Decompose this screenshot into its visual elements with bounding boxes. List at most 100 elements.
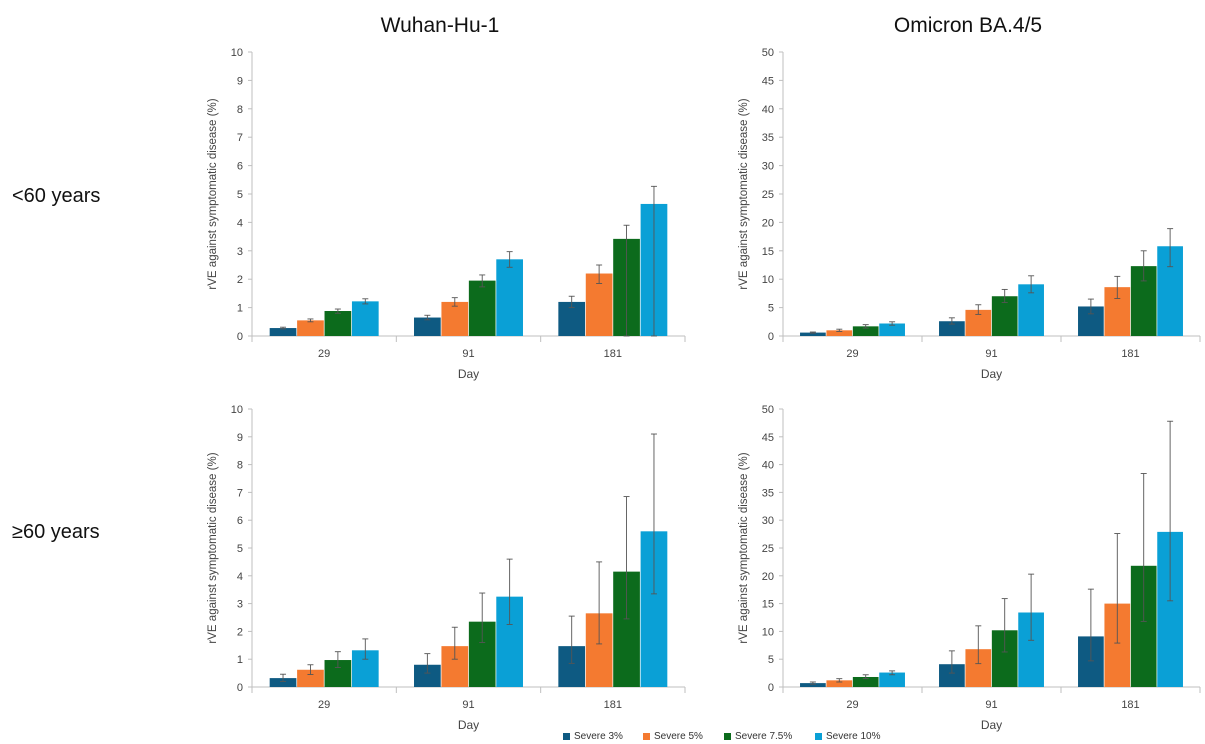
legend-item-severe-5: Severe 5%	[643, 731, 703, 742]
chart-2-y-axis-title: rVE against symptomatic disease (%)	[738, 98, 750, 289]
legend-swatch-severe-5	[643, 733, 650, 740]
chart-4-y-tick-label-10: 50	[762, 404, 774, 416]
chart-2-x-tick-label-2: 181	[1121, 348, 1139, 360]
legend-swatch-severe-3	[563, 733, 570, 740]
chart-3-y-tick-label-3: 3	[237, 599, 243, 611]
chart-3-x-tick-label-2: 181	[604, 699, 622, 711]
chart-1-bar-1-0	[414, 317, 441, 336]
column-title-wuhan: Wuhan-Hu-1	[380, 14, 500, 37]
chart-2-bar-1-0	[939, 321, 965, 336]
chart-2-bar-0-1	[826, 330, 853, 336]
chart-3-y-tick-label-2: 2	[237, 626, 243, 638]
chart-1-bar-0-1	[297, 320, 324, 336]
chart-4-y-tick-label-3: 15	[762, 599, 774, 611]
chart-2-y-tick-label-1: 5	[768, 303, 774, 315]
legend-item-severe-3: Severe 3%	[563, 731, 623, 742]
chart-2-y-tick-label-2: 10	[762, 274, 774, 286]
chart-3-x-tick-label-0: 29	[318, 699, 330, 711]
chart-2-bar-0-0	[800, 332, 826, 336]
chart-1-y-tick-label-0: 0	[237, 331, 243, 343]
chart-2-y-tick-label-5: 25	[762, 189, 774, 201]
chart-3-bar-0-1	[297, 669, 324, 687]
chart-4-y-axis-title: rVE against symptomatic disease (%)	[738, 452, 750, 643]
chart-4-y-tick-label-8: 40	[762, 460, 774, 472]
chart-4-y-tick-label-0: 0	[768, 682, 774, 694]
chart-1-bar-1-3	[496, 259, 523, 336]
chart-4-bar-0-0	[800, 683, 826, 687]
legend-item-severe-7-5: Severe 7.5%	[724, 731, 792, 742]
chart-3-y-tick-label-8: 8	[237, 460, 243, 472]
chart-4-bar-0-3	[879, 672, 905, 687]
legend-label-severe-7-5: Severe 7.5%	[735, 731, 793, 742]
chart-3-bar-1-0	[414, 664, 441, 687]
column-title-omicron: Omicron BA.4/5	[893, 14, 1043, 37]
chart-1-x-tick-label-0: 29	[318, 348, 330, 360]
chart-4-bar-1-0	[939, 664, 965, 687]
chart-2-y-tick-label-0: 0	[768, 331, 774, 343]
legend-label-severe-5: Severe 5%	[654, 731, 703, 742]
chart-1-bar-2-1	[585, 273, 613, 336]
chart-1-y-tick-label-1: 1	[237, 303, 243, 315]
chart-4-x-tick-label-2: 181	[1121, 699, 1139, 711]
chart-4-y-tick-label-5: 25	[762, 543, 774, 555]
chart-1-y-tick-label-2: 2	[237, 274, 243, 286]
chart-1-bar-0-2	[324, 311, 352, 336]
chart-1-x-axis-title: Day	[458, 367, 479, 381]
chart-3-y-tick-label-7: 7	[237, 487, 243, 499]
chart-2-x-axis-title: Day	[981, 367, 1002, 381]
chart-3-y-tick-label-1: 1	[237, 654, 243, 666]
chart-1-bar-1-1	[441, 301, 469, 336]
chart-2-y-tick-label-7: 35	[762, 132, 774, 144]
legend-swatch-severe-10	[815, 733, 822, 740]
chart-4-x-axis-title: Day	[981, 718, 1002, 732]
chart-3-y-tick-label-10: 10	[231, 404, 243, 416]
chart-3-y-axis-title: rVE against symptomatic disease (%)	[207, 452, 219, 643]
chart-3-y-tick-label-5: 5	[237, 543, 243, 555]
chart-1-y-tick-label-9: 9	[237, 75, 243, 87]
chart-2-bar-0-2	[852, 326, 879, 336]
chart-4-bar-0-2	[852, 676, 879, 687]
chart-3-bar-0-0	[269, 678, 297, 687]
chart-1-y-tick-label-10: 10	[231, 47, 243, 59]
chart-2-y-tick-label-3: 15	[762, 246, 774, 258]
chart-3-y-tick-label-9: 9	[237, 432, 243, 444]
legend-label-severe-10: Severe 10%	[826, 731, 881, 742]
chart-2-y-tick-label-9: 45	[762, 75, 774, 87]
chart-1-y-tick-label-3: 3	[237, 246, 243, 258]
chart-4-x-tick-label-0: 29	[846, 699, 858, 711]
legend-label-severe-3: Severe 3%	[574, 731, 623, 742]
chart-1-bar-1-2	[468, 280, 496, 336]
chart-1-y-axis-title: rVE against symptomatic disease (%)	[207, 98, 219, 289]
chart-3-x-tick-label-1: 91	[462, 699, 474, 711]
chart-2-x-tick-label-1: 91	[985, 348, 997, 360]
chart-2-y-tick-label-8: 40	[762, 104, 774, 116]
chart-1-y-tick-label-8: 8	[237, 104, 243, 116]
chart-1-y-tick-label-4: 4	[237, 217, 243, 229]
row-label-60-plus: ≥60 years	[12, 521, 100, 543]
chart-1-x-tick-label-2: 181	[604, 348, 622, 360]
chart-1-y-tick-label-7: 7	[237, 132, 243, 144]
chart-1-y-tick-label-6: 6	[237, 161, 243, 173]
chart-1-bar-0-3	[351, 301, 379, 336]
chart-4-bar-0-1	[826, 680, 853, 687]
chart-2-y-tick-label-10: 50	[762, 47, 774, 59]
chart-4-x-tick-label-1: 91	[985, 699, 997, 711]
chart-3-y-tick-label-6: 6	[237, 515, 243, 527]
chart-3-y-tick-label-0: 0	[237, 682, 243, 694]
chart-4-y-tick-label-7: 35	[762, 487, 774, 499]
chart-1-y-tick-label-5: 5	[237, 189, 243, 201]
chart-2-y-tick-label-6: 30	[762, 161, 774, 173]
row-label-under-60: <60 years	[12, 185, 101, 207]
chart-4-y-tick-label-4: 20	[762, 571, 774, 583]
chart-4-y-tick-label-1: 5	[768, 654, 774, 666]
chart-4-y-tick-label-2: 10	[762, 626, 774, 638]
chart-4-y-tick-label-9: 45	[762, 432, 774, 444]
chart-2-y-tick-label-4: 20	[762, 217, 774, 229]
chart-1-bar-0-0	[269, 328, 297, 336]
chart-1-x-tick-label-1: 91	[462, 348, 474, 360]
chart-2-x-tick-label-0: 29	[846, 348, 858, 360]
chart-4-y-tick-label-6: 30	[762, 515, 774, 527]
chart-3-y-tick-label-4: 4	[237, 571, 243, 583]
